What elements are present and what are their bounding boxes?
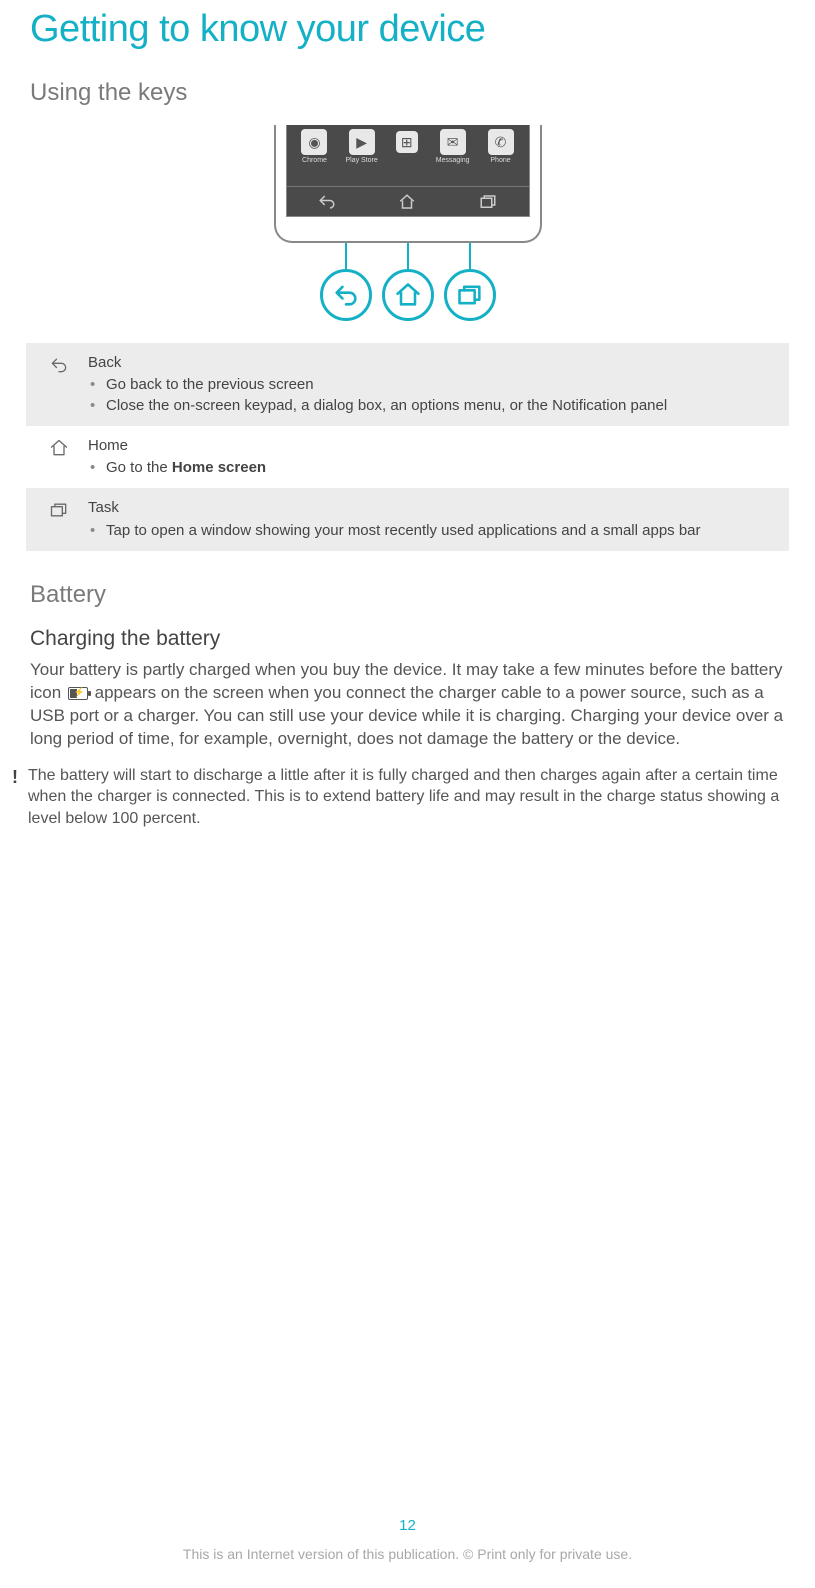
app-label: Play Store (345, 157, 377, 164)
back-icon (30, 353, 88, 416)
note-text: The battery will start to discharge a li… (28, 765, 785, 830)
home-icon (394, 281, 422, 309)
app-chrome: ◉ Chrome (301, 129, 327, 164)
back-icon (332, 281, 360, 309)
keys-table: Back Go back to the previous screen Clos… (26, 343, 789, 551)
nav-task-mini (479, 193, 497, 211)
footer-disclaimer: This is an Internet version of this publ… (0, 1546, 815, 1562)
warning-icon: ! (12, 765, 18, 830)
battery-charging-icon: ⚡ (68, 687, 88, 700)
app-apps: ⊞ (396, 131, 418, 164)
app-label: Messaging (436, 157, 470, 164)
phone-outline: ◉ Chrome ▶ Play Store ⊞ ✉ Messaging (274, 125, 542, 243)
key-bullet: Go back to the previous screen (88, 375, 781, 395)
device-keys-diagram: ◉ Chrome ▶ Play Store ⊞ ✉ Messaging (30, 125, 785, 321)
key-name: Back (88, 353, 781, 373)
key-bullet: Tap to open a window showing your most r… (88, 521, 781, 541)
table-row: Home Go to the Home screen (26, 426, 789, 489)
app-label: Phone (490, 157, 510, 164)
section-using-keys-heading: Using the keys (30, 79, 785, 107)
home-icon (30, 436, 88, 479)
callout-back (320, 241, 372, 321)
chrome-icon: ◉ (301, 129, 327, 155)
section-battery-heading: Battery (30, 581, 785, 609)
page-footer: 12 This is an Internet version of this p… (0, 1517, 815, 1562)
page-number: 12 (0, 1517, 815, 1534)
key-name: Home (88, 436, 781, 456)
key-name: Task (88, 498, 781, 518)
playstore-icon: ▶ (349, 129, 375, 155)
nav-back-mini (318, 193, 336, 211)
page-title: Getting to know your device (30, 0, 785, 51)
app-label: Chrome (302, 157, 327, 164)
task-icon (456, 281, 484, 309)
apps-icon: ⊞ (396, 131, 418, 153)
app-messaging: ✉ Messaging (436, 129, 470, 164)
messaging-icon: ✉ (440, 129, 466, 155)
table-row: Task Tap to open a window showing your m… (26, 488, 789, 551)
battery-note: ! The battery will start to discharge a … (12, 765, 785, 830)
key-bullet: Go to the Home screen (88, 458, 781, 478)
app-phone: ✆ Phone (488, 129, 514, 164)
phone-screen: ◉ Chrome ▶ Play Store ⊞ ✉ Messaging (286, 125, 530, 217)
task-icon (30, 498, 88, 541)
callout-task (444, 241, 496, 321)
charging-paragraph: Your battery is partly charged when you … (30, 659, 785, 751)
table-row: Back Go back to the previous screen Clos… (26, 343, 789, 426)
callout-home (382, 241, 434, 321)
key-bullet: Close the on-screen keypad, a dialog box… (88, 396, 781, 416)
subsection-charging-heading: Charging the battery (30, 627, 785, 651)
phone-icon: ✆ (488, 129, 514, 155)
app-playstore: ▶ Play Store (345, 129, 377, 164)
nav-home-mini (398, 193, 416, 211)
